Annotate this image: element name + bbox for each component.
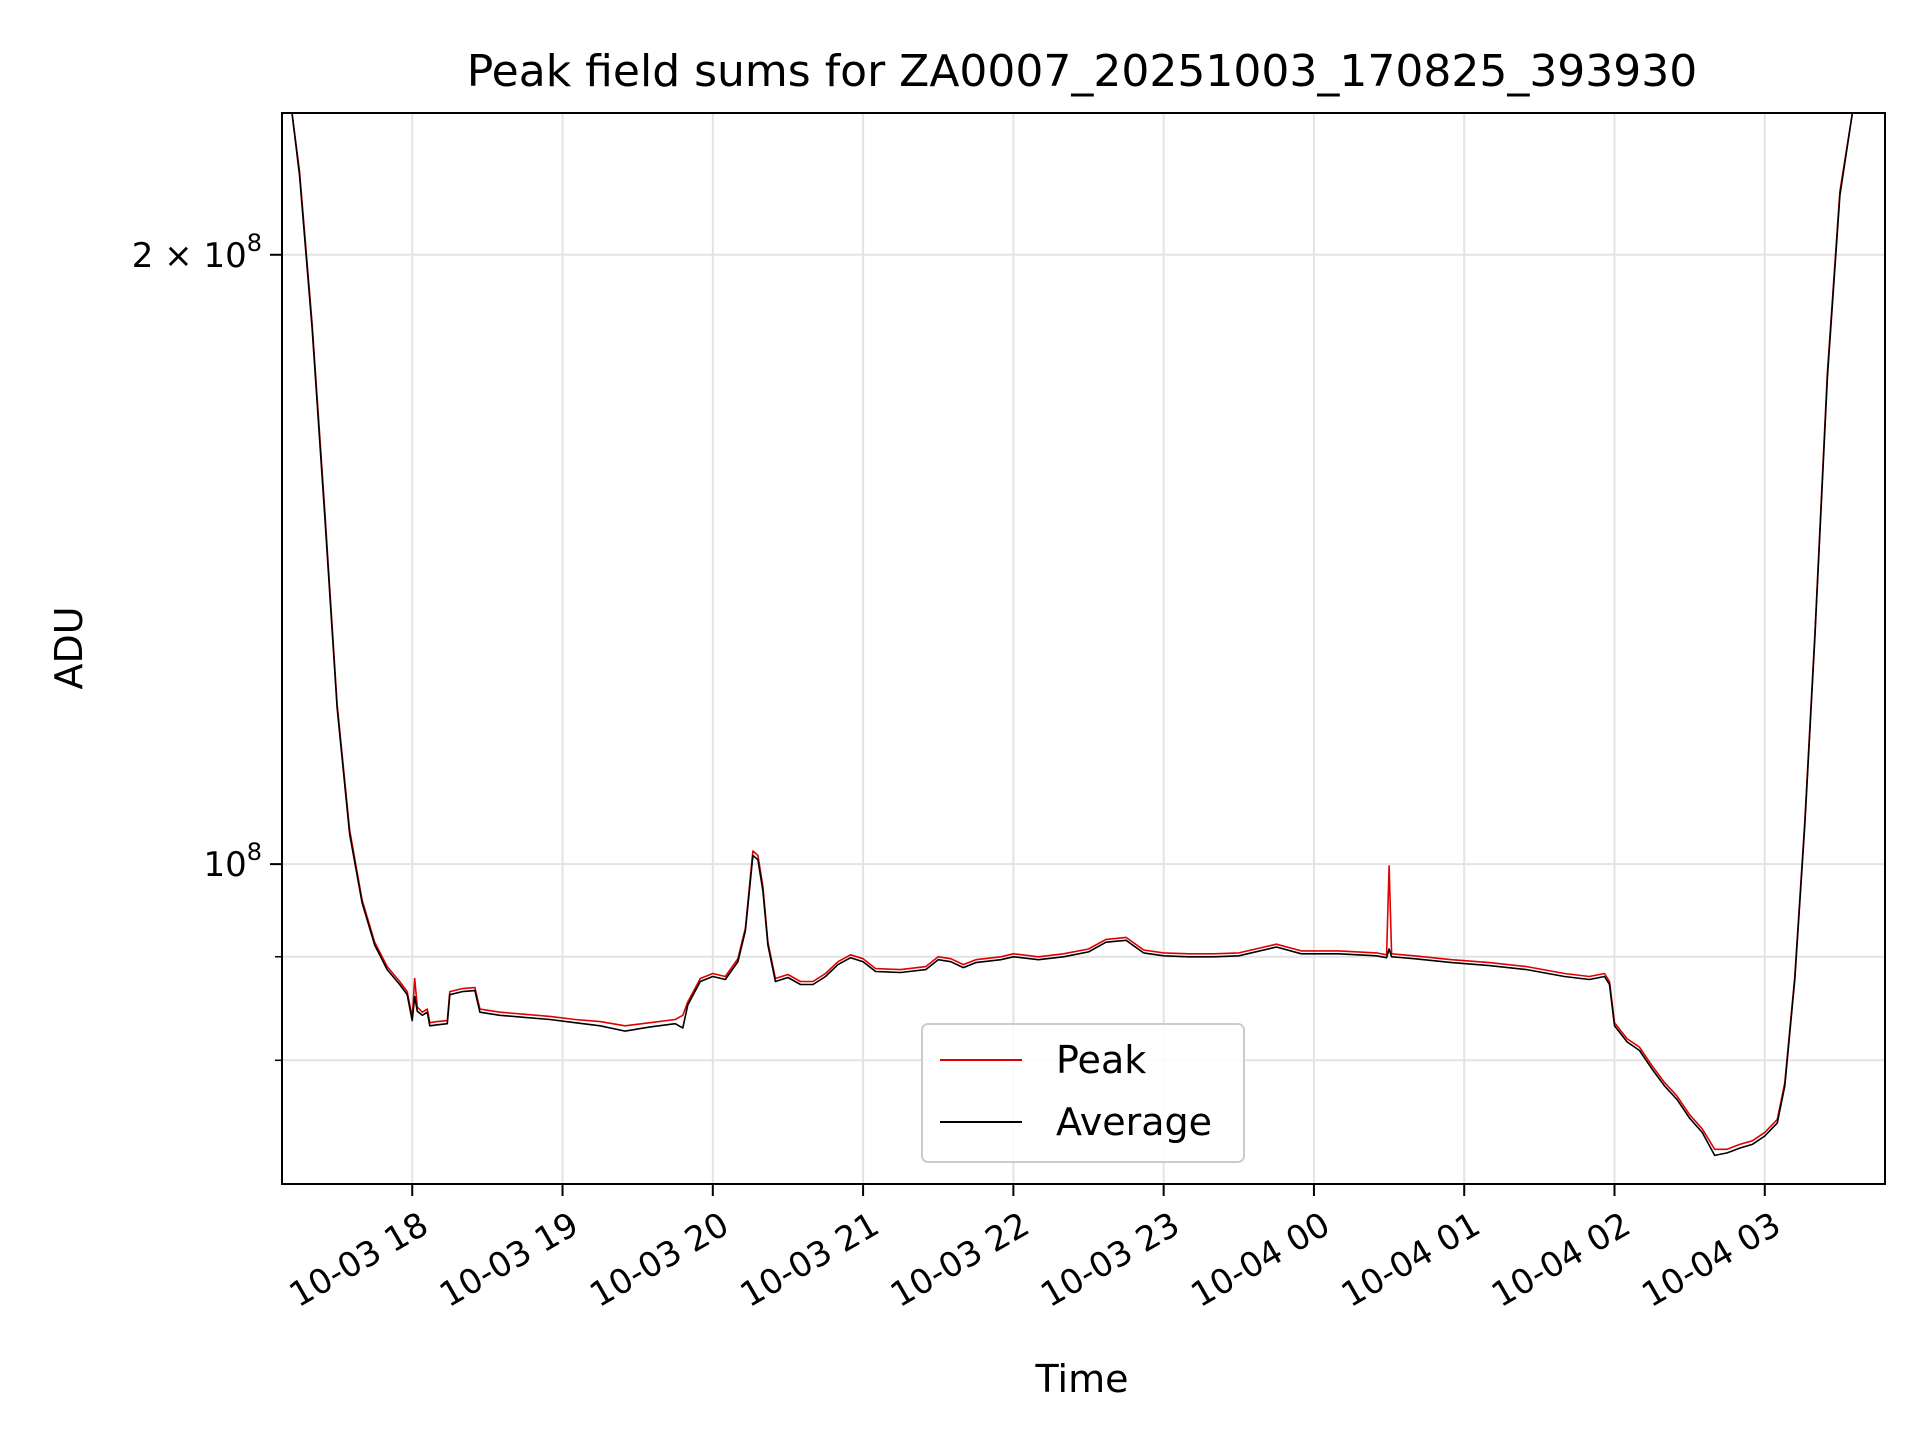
y-axis-label: ADU [47, 606, 91, 689]
series-line-average [282, 113, 1885, 1157]
y-tick-label: 2 × 108 [132, 229, 262, 276]
series-layer [282, 113, 1885, 1157]
legend-label-average: Average [1056, 1100, 1212, 1144]
legend: Peak Average [921, 1023, 1245, 1163]
y-tick-exponent: 8 [247, 229, 262, 257]
y-tick-exponent: 8 [247, 838, 262, 866]
plot-frame [281, 112, 1886, 1185]
legend-box [921, 1023, 1245, 1163]
x-axis-label: Time [1035, 1357, 1129, 1401]
y-tick-base: 2 × 10 [132, 236, 247, 276]
chart-title: Peak field sums for ZA0007_20251003_1708… [467, 46, 1698, 97]
series-line-peak [282, 113, 1885, 1151]
legend-label-peak: Peak [1056, 1038, 1146, 1082]
y-tick-label: 108 [203, 838, 262, 885]
y-tick-base: 10 [203, 845, 246, 885]
